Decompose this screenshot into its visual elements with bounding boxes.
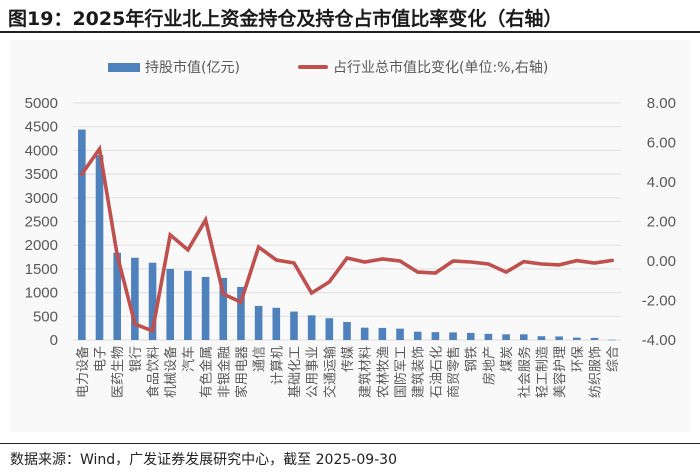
left-axis-tick-label: 4000 xyxy=(25,142,58,159)
x-axis-category-label: 汽车 xyxy=(181,346,197,372)
x-axis-category-label: 通信 xyxy=(253,346,268,372)
right-axis-tick-label: 6.00 xyxy=(647,135,676,152)
x-axis-category-label: 银行 xyxy=(129,346,144,372)
bar xyxy=(590,337,599,340)
legend-line-label: 占行业总市值比变化(单位:%,右轴) xyxy=(333,60,549,76)
x-axis-category-label: 美容护理 xyxy=(552,346,568,398)
bar xyxy=(254,305,263,340)
bar xyxy=(113,252,121,340)
right-axis-tick-label: 2.00 xyxy=(647,214,676,231)
legend-item-bar: 持股市值(亿元) xyxy=(108,57,240,77)
x-axis-category-label: 环保 xyxy=(571,346,586,372)
x-axis-category-label: 电力设备 xyxy=(75,346,91,398)
bar xyxy=(237,286,245,340)
bar xyxy=(378,327,387,340)
bar xyxy=(431,332,440,340)
bar xyxy=(148,262,157,340)
x-axis-category-label: 食品饮料 xyxy=(146,346,162,398)
x-axis-category-label: 非银金融 xyxy=(216,346,232,398)
bar xyxy=(325,318,334,340)
right-axis-tick-label: 8.00 xyxy=(647,95,676,112)
x-axis-category-label: 机械设备 xyxy=(163,346,179,398)
x-axis-category-label: 公用事业 xyxy=(306,346,321,398)
left-axis-tick-label: 1000 xyxy=(25,285,58,302)
x-axis-category-label: 煤炭 xyxy=(500,346,515,372)
bar xyxy=(519,334,528,340)
x-axis-category-label: 医药生物 xyxy=(111,346,126,398)
source-note: 数据来源：Wind，广发证券发展研究中心，截至 2025-09-30 xyxy=(10,452,397,468)
x-axis-category-label: 轻工制造 xyxy=(535,346,550,398)
bar xyxy=(573,337,581,340)
right-axis-tick-label: -2.00 xyxy=(642,293,676,310)
chart-panel xyxy=(10,40,690,432)
left-axis-tick-label: 2500 xyxy=(25,214,58,231)
bar xyxy=(343,321,351,340)
left-axis-tick-label: 3500 xyxy=(25,166,58,183)
left-axis-tick-label: 5000 xyxy=(25,95,58,112)
left-axis-tick-label: 0 xyxy=(50,332,58,349)
bar xyxy=(360,327,369,340)
x-axis-category-label: 石油石化 xyxy=(429,346,444,398)
bar xyxy=(396,328,404,340)
x-axis-category-label: 家用电器 xyxy=(234,346,250,398)
bar xyxy=(95,155,104,340)
right-axis-tick-label: 4.00 xyxy=(647,174,676,191)
bar xyxy=(608,339,616,341)
figure-title: 图19：2025年行业北上资金持仓及持仓占市值比率变化（右轴） xyxy=(8,8,563,30)
bar xyxy=(290,311,298,340)
left-axis-tick-label: 500 xyxy=(33,308,58,325)
right-axis-tick-label: -4.00 xyxy=(642,332,676,349)
legend-item-line: 占行业总市值比变化(单位:%,右轴) xyxy=(298,57,548,77)
bar xyxy=(307,315,316,340)
x-axis-category-label: 钢铁 xyxy=(465,346,480,372)
x-axis-category-label: 农林牧渔 xyxy=(376,346,391,398)
x-axis-category-label: 国防军工 xyxy=(393,346,409,398)
left-axis-tick-label: 4500 xyxy=(25,119,58,136)
line-series xyxy=(80,144,615,334)
x-axis-category-label: 电子 xyxy=(94,346,109,372)
x-axis-category-label: 有色金属 xyxy=(199,346,215,398)
bar xyxy=(272,307,281,340)
x-axis-category-label: 建筑装饰 xyxy=(411,346,427,398)
x-axis-category-label: 传媒 xyxy=(341,346,356,372)
x-axis-category-label: 基础化工 xyxy=(288,346,303,398)
bar xyxy=(537,336,546,340)
left-axis-tick-label: 1500 xyxy=(25,261,58,278)
chart-legend: 持股市值(亿元) 占行业总市值比变化(单位:%,右轴) xyxy=(0,57,700,79)
x-axis-category-label: 建筑材料 xyxy=(358,346,374,398)
x-axis-category-label: 交通运输 xyxy=(322,346,338,398)
x-axis-category-label: 商贸零售 xyxy=(446,346,462,398)
bar xyxy=(219,277,228,340)
x-axis-category-label: 纺织服饰 xyxy=(588,346,603,398)
bar xyxy=(449,332,457,340)
bar xyxy=(413,331,422,340)
right-axis-tick-label: 0.00 xyxy=(647,253,676,270)
x-axis-category-label: 综合 xyxy=(606,346,621,372)
bar xyxy=(502,334,510,340)
footer-divider xyxy=(0,443,700,444)
bar xyxy=(78,129,86,340)
bar xyxy=(201,276,210,340)
bar xyxy=(184,270,192,340)
bar xyxy=(466,332,475,340)
x-axis-category-label: 计算机 xyxy=(270,346,285,385)
bar xyxy=(166,268,175,340)
x-axis-category-label: 房地产 xyxy=(481,346,497,385)
combo-chart: 0 500 1000 1500 2000 2500 3000 3500 4000 4500 5000… xyxy=(25,95,676,398)
legend-line-swatch-icon xyxy=(298,65,328,69)
title-divider xyxy=(0,31,700,33)
left-axis-tick-label: 3000 xyxy=(25,190,58,207)
bar xyxy=(131,257,139,340)
x-axis-category-label: 社会服务 xyxy=(517,346,533,398)
bar xyxy=(555,336,563,340)
legend-bar-label: 持股市值(亿元) xyxy=(145,60,240,76)
bar xyxy=(484,333,493,340)
legend-bar-swatch-icon xyxy=(108,62,140,72)
left-axis-tick-label: 2000 xyxy=(25,237,58,254)
